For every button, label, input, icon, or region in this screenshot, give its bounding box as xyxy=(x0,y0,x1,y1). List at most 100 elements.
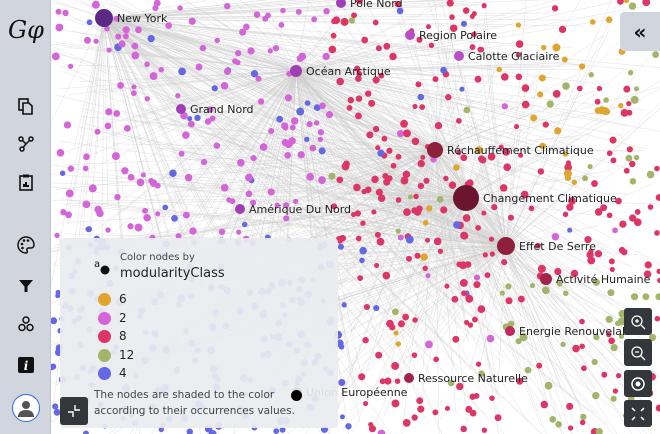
graph-node xyxy=(450,24,458,32)
graph-node xyxy=(411,414,418,421)
graph-node xyxy=(372,76,380,84)
graph-edge xyxy=(313,44,436,151)
graph-node xyxy=(627,70,634,76)
graph-edge xyxy=(103,0,370,19)
graph-node xyxy=(449,14,455,20)
graph-node xyxy=(505,283,512,290)
graph-node xyxy=(272,44,280,52)
graph-edge xyxy=(103,17,141,97)
graph-node xyxy=(338,344,345,350)
graph-edge xyxy=(505,245,591,431)
graph-node xyxy=(111,152,120,161)
graph-edge xyxy=(141,48,507,247)
graph-edge xyxy=(465,197,604,274)
graph-node xyxy=(391,308,399,316)
graph-node xyxy=(459,86,465,92)
graph-edge xyxy=(434,149,527,292)
graph-node xyxy=(463,106,471,114)
graph-edge xyxy=(457,62,507,247)
graph-node xyxy=(608,258,615,265)
collapse-panel-button[interactable]: « xyxy=(620,12,660,51)
info-icon[interactable]: i xyxy=(13,352,39,378)
graph-node xyxy=(359,246,367,255)
graph-edge xyxy=(478,245,507,372)
graph-node xyxy=(452,335,460,343)
zoom-in-button[interactable] xyxy=(624,308,652,335)
graph-node xyxy=(318,176,326,184)
graph-node xyxy=(374,231,381,238)
graph-node xyxy=(283,202,290,209)
graph-edge xyxy=(103,15,324,19)
graph-node xyxy=(121,167,129,175)
legend-panel: a Color nodes by modularityClass 6 2 8 1… xyxy=(60,238,338,428)
graph-node xyxy=(626,146,633,153)
zoom-out-button[interactable] xyxy=(624,339,652,366)
graph-node xyxy=(317,136,324,143)
graph-node xyxy=(84,36,91,44)
fullscreen-button[interactable] xyxy=(624,400,652,427)
user-avatar-icon[interactable] xyxy=(12,394,40,422)
graph-node xyxy=(395,341,402,347)
graph-node xyxy=(55,289,61,295)
collapse-legend-button[interactable] xyxy=(60,397,88,425)
graph-node xyxy=(104,25,110,32)
graph-node xyxy=(642,0,651,7)
graph-edge xyxy=(121,70,297,213)
filter-icon[interactable] xyxy=(13,273,39,299)
graph-node xyxy=(584,236,592,244)
graph-node xyxy=(501,259,508,266)
graph-node xyxy=(610,157,617,164)
graph-edge xyxy=(434,45,516,151)
graph-node xyxy=(381,135,388,142)
labeled-node xyxy=(290,65,302,77)
graph-node xyxy=(464,319,470,326)
graph-edge xyxy=(103,0,547,19)
clusters-icon[interactable] xyxy=(13,311,39,337)
graph-edge xyxy=(212,0,297,72)
graph-canvas[interactable]: New York Pôle Nord Region Polaire Calotte G… xyxy=(51,0,660,434)
graph-edge xyxy=(213,23,297,72)
file-copy-icon[interactable] xyxy=(13,93,39,119)
clipboard-chart-icon[interactable] xyxy=(13,169,39,195)
graph-node xyxy=(328,45,337,54)
graph-node xyxy=(318,147,326,155)
graph-node xyxy=(605,315,613,324)
graph-node xyxy=(475,225,481,231)
graph-edge xyxy=(103,17,506,358)
graph-node xyxy=(405,235,414,244)
center-view-button[interactable] xyxy=(624,370,652,397)
graph-edge xyxy=(67,17,105,224)
graph-node xyxy=(336,77,344,86)
graph-node xyxy=(383,42,391,50)
graph-node xyxy=(591,358,598,366)
graph-edge xyxy=(103,17,660,68)
graph-node xyxy=(466,179,474,187)
graph-node xyxy=(375,351,383,359)
graph-node xyxy=(600,204,608,212)
graph-node xyxy=(389,52,397,61)
graph-edge xyxy=(478,50,507,247)
graph-node xyxy=(82,200,91,209)
graph-node xyxy=(63,121,72,129)
graph-node xyxy=(54,232,60,239)
node-label: Energie Renouvelable xyxy=(519,325,639,338)
graph-node xyxy=(347,96,355,104)
graph-node xyxy=(340,17,349,26)
graph-node xyxy=(142,207,149,214)
palette-icon[interactable] xyxy=(13,232,39,258)
graph-node xyxy=(60,209,67,216)
graph-edge xyxy=(131,70,297,121)
graph-edge xyxy=(505,244,590,247)
graph-icon[interactable] xyxy=(13,131,39,157)
graph-node xyxy=(620,109,629,117)
graph-node xyxy=(250,154,257,162)
graph-node xyxy=(633,86,639,92)
graph-node xyxy=(357,275,364,281)
graph-edge xyxy=(316,0,436,151)
gephi-logo[interactable]: Gφ xyxy=(8,16,44,44)
graph-edge xyxy=(102,70,297,271)
graph-node xyxy=(571,179,577,185)
graph-edge xyxy=(422,149,436,370)
graph-edge xyxy=(505,245,547,401)
legend-item-label: 4 xyxy=(119,366,127,380)
